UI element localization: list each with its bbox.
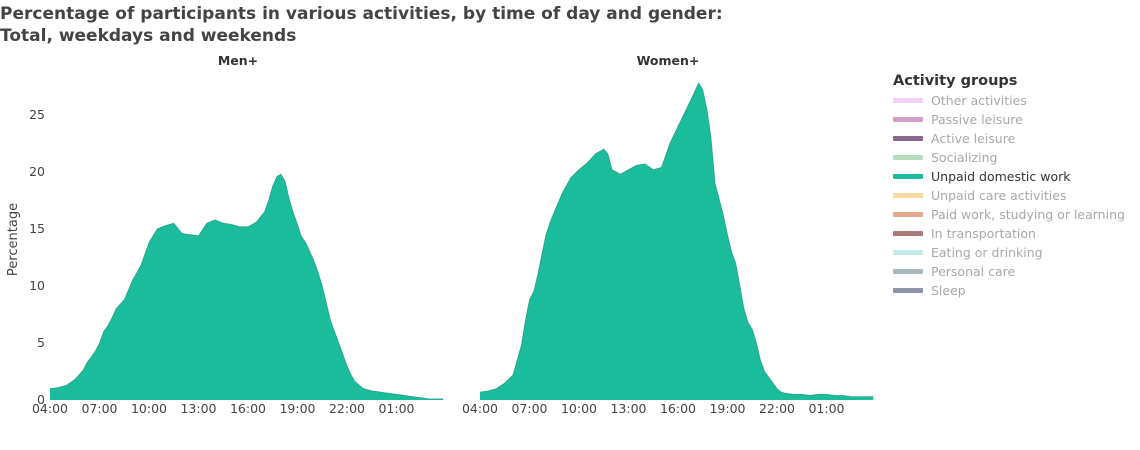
area-series-unpaid-domestic-work (50, 174, 444, 400)
legend-label: Active leisure (931, 131, 1016, 146)
legend-swatch (893, 269, 923, 274)
legend-swatch (893, 174, 923, 179)
x-tick-label: 07:00 (81, 401, 117, 416)
y-tick-label: 20 (29, 164, 45, 179)
legend-label: Eating or drinking (931, 245, 1043, 260)
legend-item-active-leisure[interactable]: Active leisure (893, 129, 1138, 148)
legend-item-personal-care[interactable]: Personal care (893, 262, 1138, 281)
legend-label: Unpaid care activities (931, 188, 1067, 203)
y-tick-label: 5 (37, 335, 45, 350)
legend-label: Unpaid domestic work (931, 169, 1071, 184)
area-series-edge (479, 82, 874, 397)
x-tick-label: 13:00 (180, 401, 216, 416)
area-series-unpaid-domestic-work (480, 83, 874, 400)
panel-women: Women+ 04:00 07:00 10:00 13:00 16:00 19:00 22:0… (462, 53, 874, 416)
legend-title: Activity groups (893, 73, 1018, 89)
y-tick-label: 15 (29, 221, 45, 236)
x-tick-label: 13:00 (610, 401, 646, 416)
x-tick-label: 01:00 (378, 401, 414, 416)
x-tick-label: 19:00 (709, 401, 745, 416)
x-tick-label: 16:00 (660, 401, 696, 416)
legend-item-sleep[interactable]: Sleep (893, 281, 1138, 300)
legend-swatch (893, 193, 923, 198)
legend-swatch (893, 117, 923, 122)
legend-swatch (893, 231, 923, 236)
legend-label: Sleep (931, 283, 966, 298)
x-tick-label: 10:00 (131, 401, 167, 416)
chart-title-line-2: Total, weekdays and weekends (0, 26, 297, 46)
legend-item-unpaid-care-activities[interactable]: Unpaid care activities (893, 186, 1138, 205)
x-tick-label: 07:00 (511, 401, 547, 416)
legend-item-other-activities[interactable]: Other activities (893, 91, 1138, 110)
legend-item-unpaid-domestic-work[interactable]: Unpaid domestic work (893, 167, 1138, 186)
legend-label: Socializing (931, 150, 998, 165)
x-tick-label: 19:00 (279, 401, 315, 416)
legend-swatch (893, 155, 923, 160)
legend: Activity groups Other activities Passive … (893, 71, 1138, 300)
legend-item-passive-leisure[interactable]: Passive leisure (893, 110, 1138, 129)
legend-label: Personal care (931, 264, 1016, 279)
area-series-edge (49, 173, 444, 400)
x-tick-label: 16:00 (230, 401, 266, 416)
legend-swatch (893, 212, 923, 217)
x-tick-label: 01:00 (808, 401, 844, 416)
x-tick-label: 22:00 (329, 401, 365, 416)
y-axis-label: Percentage (6, 203, 21, 276)
panel-title: Women+ (637, 53, 700, 68)
panel-men: Men+ 04:00 07:00 10:00 13:00 16:00 19:00 22:00 0… (6, 53, 444, 416)
y-tick-label: 25 (29, 107, 45, 122)
legend-label: In transportation (931, 226, 1036, 241)
legend-swatch (893, 136, 923, 141)
legend-label: Paid work, studying or learning (931, 207, 1125, 222)
x-tick-label: 04:00 (32, 401, 68, 416)
legend-label: Other activities (931, 93, 1027, 108)
x-tick-label: 10:00 (561, 401, 597, 416)
x-tick-label: 04:00 (462, 401, 498, 416)
chart-plot-area: Men+ 04:00 07:00 10:00 13:00 16:00 19:00 22:00 0… (6, 53, 874, 416)
legend-item-in-transportation[interactable]: In transportation (893, 224, 1138, 243)
y-tick-label: 0 (37, 392, 45, 407)
legend-items: Other activities Passive leisure Active le… (893, 91, 1138, 300)
legend-swatch (893, 98, 923, 103)
chart-title-line-1: Percentage of participants in various ac… (0, 4, 723, 24)
legend-swatch (893, 288, 923, 293)
legend-swatch (893, 250, 923, 255)
legend-label: Passive leisure (931, 112, 1023, 127)
legend-item-eating-or-drinking[interactable]: Eating or drinking (893, 243, 1138, 262)
panel-title: Men+ (218, 53, 258, 68)
chart-title: Percentage of participants in various ac… (0, 3, 880, 47)
legend-item-socializing[interactable]: Socializing (893, 148, 1138, 167)
legend-item-paid-work-studying-or-learning[interactable]: Paid work, studying or learning (893, 205, 1138, 224)
x-tick-label: 22:00 (759, 401, 795, 416)
y-tick-label: 10 (29, 278, 45, 293)
